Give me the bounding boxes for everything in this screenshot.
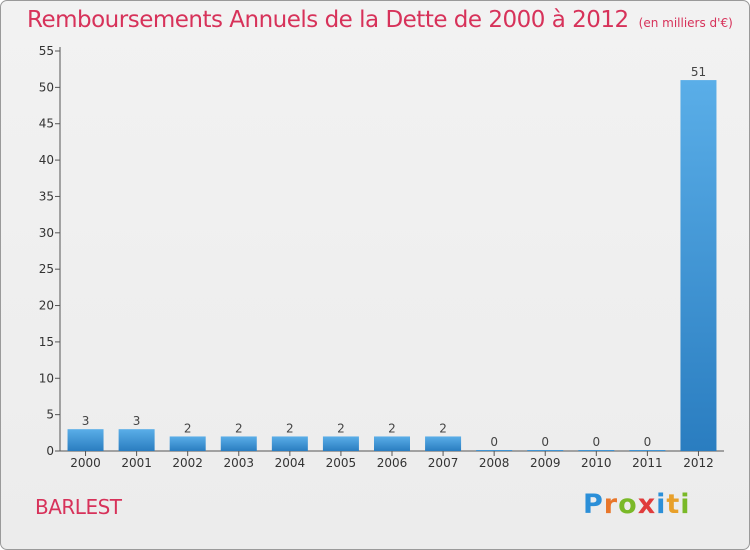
data-label-2003: 2 — [235, 421, 243, 435]
x-tick-label: 2012 — [683, 456, 714, 470]
bar-2009 — [527, 450, 564, 451]
y-tick-label: 30 — [39, 226, 54, 240]
data-label-2004: 2 — [286, 421, 294, 435]
x-tick-label: 2008 — [479, 456, 510, 470]
bar-2006 — [374, 436, 410, 451]
x-tick-label: 2006 — [377, 456, 408, 470]
bar-2005 — [322, 436, 359, 451]
x-tick-label: 2000 — [70, 456, 101, 470]
data-label-2006: 2 — [388, 421, 396, 435]
y-tick-label: 45 — [39, 117, 54, 131]
logo-letter: x — [637, 489, 657, 520]
bar-2002 — [169, 436, 206, 451]
chart-title-text: Remboursements Annuels de la Dette de 20… — [27, 7, 629, 33]
x-tick-label: 2005 — [326, 456, 357, 470]
commune-name: BARLEST — [35, 495, 122, 519]
bar-2001 — [118, 429, 155, 451]
data-label-2012: 51 — [691, 65, 706, 79]
x-tick-label: 2011 — [632, 456, 663, 470]
proxiti-logo: Proxiti — [583, 489, 691, 520]
bar-2003 — [220, 436, 257, 451]
x-tick-label: 2001 — [121, 456, 152, 470]
bar-2011 — [629, 450, 666, 451]
logo-letter: i — [656, 489, 667, 520]
logo-letter: r — [603, 489, 619, 520]
x-tick-label: 2010 — [581, 456, 612, 470]
bar-2008 — [476, 450, 513, 451]
data-label-2007: 2 — [439, 421, 447, 435]
y-tick-label: 55 — [39, 44, 54, 58]
y-tick-label: 40 — [39, 153, 54, 167]
y-tick-label: 50 — [39, 80, 54, 94]
x-tick-label: 2002 — [172, 456, 203, 470]
x-tick-label: 2003 — [223, 456, 254, 470]
chart-title: Remboursements Annuels de la Dette de 20… — [27, 7, 733, 33]
y-tick-label: 0 — [46, 444, 54, 458]
logo-letter: P — [583, 489, 604, 520]
x-tick-label: 2009 — [530, 456, 561, 470]
y-tick-label: 20 — [39, 299, 54, 313]
logo-letter: t — [666, 489, 681, 520]
y-tick-label: 5 — [46, 408, 54, 422]
data-label-2002: 2 — [184, 421, 192, 435]
bar-2007 — [425, 436, 462, 451]
x-tick-label: 2007 — [428, 456, 459, 470]
data-label-2010: 0 — [592, 435, 600, 449]
data-label-2008: 0 — [490, 435, 498, 449]
data-label-2001: 3 — [133, 414, 141, 428]
data-label-2011: 0 — [644, 435, 652, 449]
bar-2004 — [271, 436, 308, 451]
x-tick-label: 2004 — [275, 456, 306, 470]
logo-letter: i — [680, 489, 691, 520]
bar-2010 — [578, 450, 615, 451]
bar-2000 — [67, 429, 104, 451]
data-label-2000: 3 — [82, 414, 90, 428]
logo-letter: o — [618, 489, 638, 520]
data-label-2005: 2 — [337, 421, 345, 435]
y-tick-label: 10 — [39, 371, 54, 385]
y-tick-label: 15 — [39, 335, 54, 349]
data-label-2009: 0 — [541, 435, 549, 449]
chart-subtitle: (en milliers d'€) — [638, 16, 733, 30]
bar-2012 — [680, 80, 717, 451]
y-tick-label: 35 — [39, 189, 54, 203]
y-tick-label: 25 — [39, 262, 54, 276]
